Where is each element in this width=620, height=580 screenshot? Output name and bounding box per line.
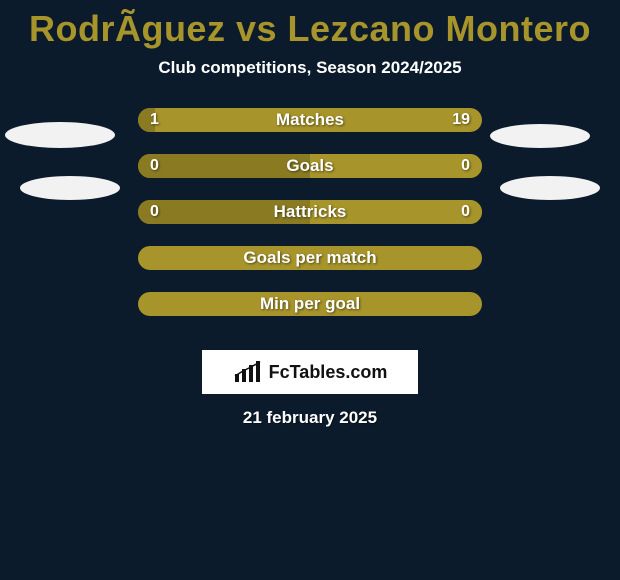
stat-left-value: 0 (150, 200, 159, 224)
snapshot-date: 21 february 2025 (0, 408, 620, 428)
brand-text: FcTables.com (269, 362, 388, 383)
stat-right-value: 19 (452, 108, 470, 132)
stat-bar (138, 292, 482, 316)
brand-badge: FcTables.com (202, 350, 418, 394)
stat-right-value: 0 (461, 200, 470, 224)
stat-row: 00Hattricks (0, 200, 620, 246)
stat-row: Min per goal (0, 292, 620, 338)
stat-bar (138, 246, 482, 270)
page-subtitle: Club competitions, Season 2024/2025 (0, 58, 620, 78)
stat-row: Goals per match (0, 246, 620, 292)
stat-bar (138, 200, 482, 224)
page-title: RodrÃ­guez vs Lezcano Montero (0, 0, 620, 50)
comparison-stats: 119Matches00Goals00HattricksGoals per ma… (0, 108, 620, 338)
stat-left-value: 1 (150, 108, 159, 132)
stat-right-value: 0 (461, 154, 470, 178)
brand-bars-icon (233, 360, 263, 384)
stat-bar (138, 154, 482, 178)
stat-row: 119Matches (0, 108, 620, 154)
stat-row: 00Goals (0, 154, 620, 200)
stat-bar (138, 108, 482, 132)
stat-left-value: 0 (150, 154, 159, 178)
